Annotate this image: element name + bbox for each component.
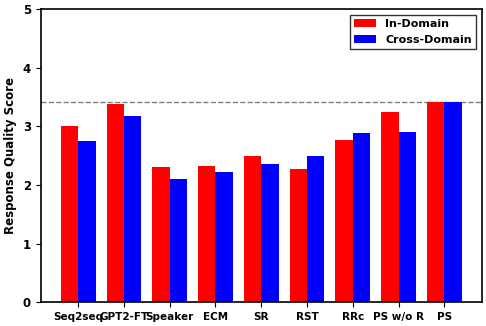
Bar [244, 156, 261, 302]
Bar [124, 116, 141, 302]
Bar [106, 104, 124, 302]
Bar [307, 156, 325, 302]
Bar [381, 112, 399, 302]
Legend: In-Domain, Cross-Domain: In-Domain, Cross-Domain [349, 15, 476, 49]
Bar [290, 169, 307, 302]
Bar [215, 172, 233, 302]
Bar [444, 102, 462, 302]
Bar [78, 141, 96, 302]
Y-axis label: Response Quality Score: Response Quality Score [4, 77, 17, 234]
Bar [353, 133, 370, 302]
Bar [261, 164, 278, 302]
Bar [399, 132, 416, 302]
Bar [170, 179, 187, 302]
Bar [427, 102, 444, 302]
Bar [61, 126, 78, 302]
Bar [335, 140, 353, 302]
Bar [152, 167, 170, 302]
Bar [198, 166, 215, 302]
